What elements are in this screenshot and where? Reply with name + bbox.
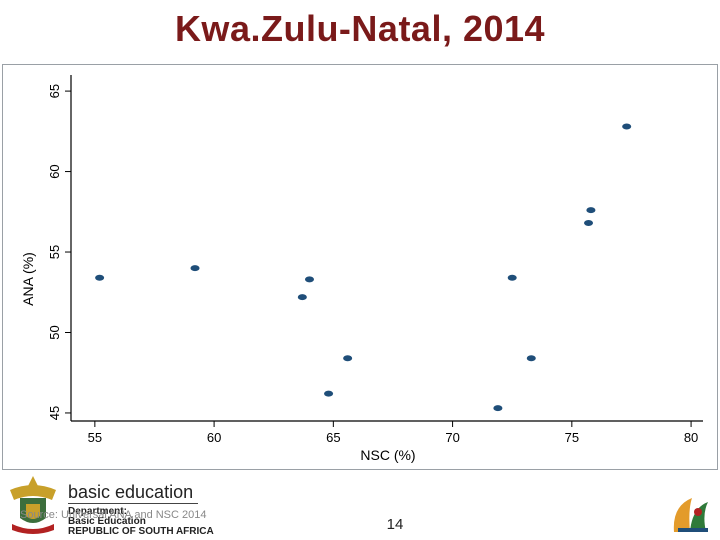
source-note: Source: Universal ANA and NSC 2014 [20, 509, 207, 521]
scatter-point [304, 276, 314, 283]
scatter-point [343, 355, 353, 362]
scatter-point [297, 294, 307, 301]
y-tick-label: 60 [47, 164, 62, 178]
x-tick-label: 60 [207, 430, 221, 445]
scatter-point [190, 265, 200, 272]
x-tick-label: 55 [88, 430, 102, 445]
y-tick-label: 50 [47, 325, 62, 339]
chart-axes [70, 75, 703, 422]
chart-ticks: 55 60 65 70 75 80 45 50 55 60 65 [47, 84, 698, 445]
y-tick-label: 65 [47, 84, 62, 98]
scatter-point [526, 355, 536, 362]
department-line-3: REPUBLIC OF SOUTH AFRICA [68, 526, 214, 537]
anniversary-logo [673, 498, 708, 532]
x-tick-label: 80 [684, 430, 698, 445]
scatter-point [95, 274, 105, 281]
scatter-point [493, 405, 503, 412]
y-axis-label: ANA (%) [20, 252, 36, 306]
x-tick-label: 65 [326, 430, 340, 445]
coat-of-arms-logo [10, 476, 56, 534]
y-tick-label: 45 [47, 406, 62, 420]
y-tick-label: 55 [47, 245, 62, 259]
page-number: 14 [386, 516, 404, 533]
chart-points [95, 123, 632, 412]
x-tick-label: 75 [565, 430, 579, 445]
scatter-point [324, 390, 334, 397]
scatter-point [507, 274, 517, 281]
x-tick-label: 70 [445, 430, 459, 445]
brand-divider [68, 503, 198, 504]
brand-text: basic education [68, 482, 194, 502]
x-axis-label: NSC (%) [360, 447, 415, 463]
scatter-point [622, 123, 632, 130]
scatter-plot-frame: 55 60 65 70 75 80 45 50 55 60 65 NSC (%) ANA (%) [2, 64, 718, 470]
slide-title: Kwa.Zulu-Natal, 2014 [174, 8, 546, 49]
scatter-point [584, 220, 594, 227]
scatter-point [586, 207, 596, 214]
scatter-chart: 55 60 65 70 75 80 45 50 55 60 65 NSC (%) ANA (%) [20, 75, 703, 463]
department-line-1: Department: [68, 506, 127, 517]
department-line-2: Basic Education [68, 516, 146, 527]
